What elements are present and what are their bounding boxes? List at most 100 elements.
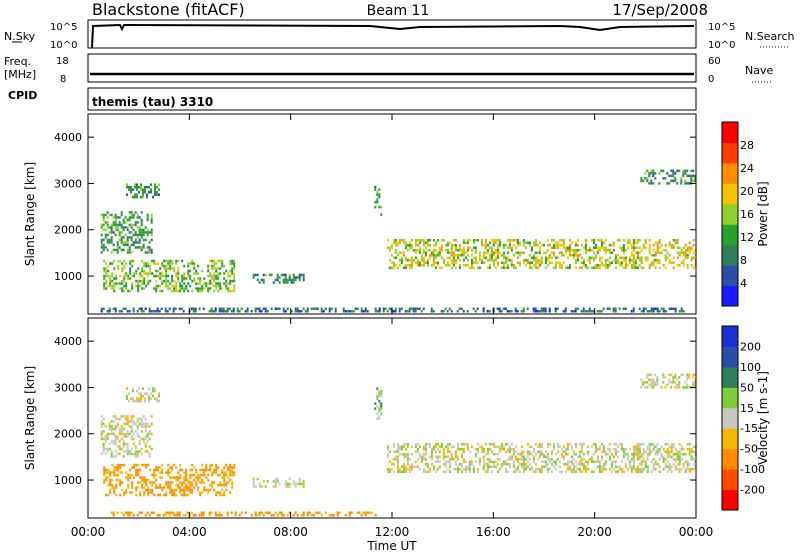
heatmap-cell bbox=[260, 310, 263, 313]
heatmap-cell bbox=[217, 284, 220, 288]
heatmap-cell bbox=[512, 465, 515, 468]
heatmap-cell bbox=[678, 468, 681, 471]
heatmap-cell bbox=[482, 254, 485, 257]
heatmap-cell bbox=[146, 193, 148, 196]
heatmap-cell bbox=[540, 261, 543, 264]
heatmap-cell bbox=[446, 460, 449, 463]
heatmap-cell bbox=[161, 488, 164, 492]
heatmap-cell bbox=[176, 514, 179, 517]
heatmap-cell bbox=[252, 273, 255, 277]
heatmap-cell bbox=[106, 432, 109, 436]
heatmap-cell bbox=[218, 511, 221, 514]
heatmap-cell bbox=[209, 463, 212, 467]
heatmap-cell bbox=[147, 488, 150, 492]
heatmap-cell bbox=[522, 468, 525, 471]
heatmap-cell bbox=[592, 310, 595, 313]
heatmap-cell bbox=[582, 458, 585, 461]
heatmap-cell bbox=[207, 478, 210, 482]
heatmap-cell bbox=[132, 213, 135, 217]
heatmap-cell bbox=[668, 378, 671, 382]
nsky-trace bbox=[91, 23, 695, 49]
heatmap-cell bbox=[171, 259, 174, 263]
x-tick-label: 08:00 bbox=[273, 525, 308, 539]
heatmap-cell bbox=[596, 266, 599, 269]
heatmap-cell bbox=[512, 266, 515, 269]
heatmap-cell bbox=[139, 468, 142, 472]
time-axis: 00:00 04:00 08:00 12:00 16:00 20:00 00:00 bbox=[71, 114, 713, 539]
heatmap-cell bbox=[574, 460, 577, 463]
heatmap-cell bbox=[187, 486, 190, 489]
heatmap-cell bbox=[526, 465, 529, 468]
heatmap-cell bbox=[221, 488, 224, 492]
heatmap-cell bbox=[133, 466, 136, 469]
heatmap-cell bbox=[106, 241, 109, 244]
heatmap-cell bbox=[530, 266, 533, 269]
heatmap-cell bbox=[408, 468, 411, 471]
heatmap-cell bbox=[564, 307, 567, 310]
heatmap-cell bbox=[498, 450, 501, 453]
heatmap-cell bbox=[144, 422, 147, 426]
heatmap-cell bbox=[504, 468, 507, 471]
heatmap-cell bbox=[106, 437, 109, 441]
heatmap-cell bbox=[424, 450, 427, 453]
heatmap-cell bbox=[508, 458, 511, 461]
heatmap-cell bbox=[500, 463, 503, 466]
heatmap-cell bbox=[159, 471, 162, 474]
heatmap-cell bbox=[198, 514, 201, 517]
heatmap-cell bbox=[502, 256, 505, 259]
heatmap-cell bbox=[472, 246, 475, 249]
heatmap-cell bbox=[538, 241, 541, 244]
heatmap-cell bbox=[532, 448, 535, 451]
heatmap-cell bbox=[532, 259, 535, 262]
heatmap-cell bbox=[646, 458, 649, 461]
heatmap-cell bbox=[226, 310, 229, 313]
heatmap-cell bbox=[498, 241, 501, 244]
heatmap-cell bbox=[672, 244, 675, 247]
heatmap-cell bbox=[484, 244, 487, 247]
heatmap-cell bbox=[179, 481, 182, 484]
heatmap-cell bbox=[134, 238, 137, 242]
heatmap-cell bbox=[550, 256, 553, 259]
heatmap-cell bbox=[478, 458, 481, 461]
heatmap-cell bbox=[132, 432, 135, 436]
heatmap-cell bbox=[213, 272, 216, 275]
heatmap-cell bbox=[103, 259, 106, 263]
heatmap-cell bbox=[588, 249, 591, 252]
heatmap-cell bbox=[554, 246, 557, 249]
heatmap-cell bbox=[502, 246, 505, 249]
heatmap-cell bbox=[594, 254, 597, 257]
heatmap-cell bbox=[140, 221, 143, 224]
heatmap-cell bbox=[113, 267, 116, 270]
heatmap-cell bbox=[670, 465, 673, 468]
heatmap-cell bbox=[302, 514, 305, 517]
heatmap-cell bbox=[514, 246, 517, 249]
heatmap-cell bbox=[136, 193, 138, 196]
heatmap-cell bbox=[201, 478, 204, 482]
heatmap-cell bbox=[138, 190, 140, 194]
heatmap-cell bbox=[480, 241, 483, 244]
heatmap-cell bbox=[252, 485, 255, 488]
heatmap-cell bbox=[456, 465, 459, 468]
heatmap-cell bbox=[640, 310, 643, 313]
colorbar-tick-label: 100 bbox=[740, 361, 761, 374]
heatmap-cell bbox=[146, 251, 149, 254]
heatmap-cell bbox=[171, 274, 174, 278]
heatmap-cell bbox=[556, 244, 559, 247]
heatmap-cell bbox=[123, 274, 126, 278]
heatmap-cell bbox=[396, 458, 399, 461]
heatmap-cell bbox=[396, 448, 399, 451]
heatmap-cell bbox=[664, 254, 667, 257]
heatmap-cell bbox=[582, 259, 585, 262]
heatmap-cell bbox=[676, 241, 679, 244]
heatmap-cell bbox=[666, 453, 669, 456]
heatmap-cell bbox=[136, 183, 138, 186]
heatmap-cell bbox=[626, 246, 629, 249]
heatmap-cell bbox=[586, 463, 589, 466]
heatmap-cell bbox=[490, 460, 493, 463]
heatmap-cell bbox=[432, 448, 435, 451]
heatmap-cell bbox=[664, 465, 667, 468]
heatmap-cell bbox=[149, 481, 152, 484]
heatmap-cell bbox=[620, 246, 623, 249]
heatmap-cell bbox=[452, 239, 455, 242]
heatmap-cell bbox=[528, 458, 531, 461]
